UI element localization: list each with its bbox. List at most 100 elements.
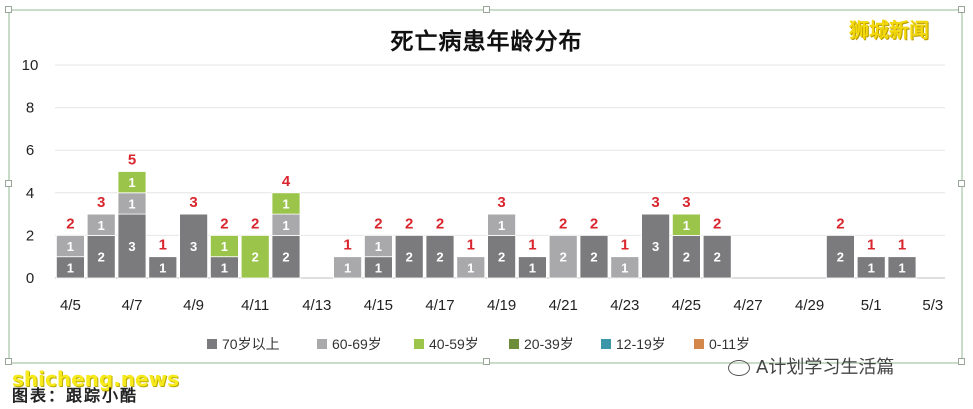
x-tick-label: 4/7	[122, 297, 143, 314]
total-value-label: 2	[436, 215, 444, 232]
x-tick-label: 4/15	[364, 297, 393, 314]
bar-segment	[702, 234, 732, 279]
figure-caption: 图表：跟踪小酷	[12, 386, 139, 405]
segment-value-label: 3	[128, 239, 135, 254]
bar-segment	[487, 213, 517, 236]
segment-value-label: 1	[159, 260, 166, 275]
segment-value-label: 2	[714, 250, 721, 265]
bar-segment	[271, 234, 301, 279]
legend-label: 60-69岁	[332, 336, 382, 352]
y-tick-label: 0	[26, 270, 34, 287]
x-tick-label: 4/27	[733, 297, 762, 314]
segment-value-label: 1	[498, 218, 505, 233]
y-tick-label: 6	[26, 142, 34, 159]
total-value-label: 2	[220, 215, 228, 232]
segment-value-label: 2	[837, 250, 844, 265]
segment-value-label: 1	[529, 260, 536, 275]
segment-value-label: 1	[898, 260, 905, 275]
segment-value-label: 1	[221, 239, 228, 254]
x-tick-label: 4/21	[549, 297, 578, 314]
total-value-label: 1	[159, 237, 167, 254]
total-value-label: 1	[528, 237, 536, 254]
x-tick-label: 4/9	[183, 297, 204, 314]
x-tick-label: 4/29	[795, 297, 824, 314]
segment-value-label: 1	[344, 260, 351, 275]
y-tick-label: 8	[26, 100, 34, 117]
bar-segment	[487, 234, 517, 279]
bar-segment	[86, 234, 116, 279]
segment-value-label: 2	[683, 250, 690, 265]
total-value-label: 4	[282, 173, 291, 190]
segment-value-label: 3	[652, 239, 659, 254]
bar-segment	[579, 234, 609, 279]
total-value-label: 1	[621, 237, 629, 254]
segment-value-label: 2	[498, 250, 505, 265]
bar-segment	[240, 234, 270, 279]
wechat-account: A计划学习生活篇	[728, 353, 894, 379]
total-value-label: 1	[867, 237, 875, 254]
y-tick-label: 10	[22, 57, 39, 74]
legend-swatch	[317, 339, 327, 349]
total-value-label: 1	[467, 237, 475, 254]
total-value-label: 3	[651, 194, 659, 211]
bar-segment	[117, 171, 147, 194]
bar-segment	[856, 256, 886, 279]
legend-label: 20-39岁	[524, 336, 574, 352]
total-value-label: 3	[97, 194, 105, 211]
legend-swatch	[694, 339, 704, 349]
bar-segment	[148, 256, 178, 279]
bar-segment	[610, 256, 640, 279]
segment-value-label: 2	[252, 250, 259, 265]
total-value-label: 2	[559, 215, 567, 232]
total-value-label: 1	[898, 237, 906, 254]
segment-value-label: 1	[375, 239, 382, 254]
y-tick-label: 2	[26, 227, 34, 244]
x-tick-label: 4/25	[672, 297, 701, 314]
x-tick-label: 4/19	[487, 297, 516, 314]
total-value-label: 2	[374, 215, 382, 232]
segment-value-label: 2	[436, 250, 443, 265]
segment-value-label: 1	[683, 218, 690, 233]
x-tick-label: 5/3	[922, 297, 943, 314]
brand-logo-text: 狮城新闻	[849, 18, 929, 42]
wechat-account-name: A计划学习生活篇	[756, 357, 895, 378]
bar-segment	[548, 234, 578, 279]
segment-value-label: 1	[128, 196, 135, 211]
segment-value-label: 1	[375, 260, 382, 275]
bar-segment	[826, 234, 855, 279]
bar-segment	[333, 256, 363, 279]
x-tick-label: 4/11	[241, 297, 269, 314]
x-tick-label: 4/5	[60, 297, 81, 314]
total-value-label: 3	[497, 194, 505, 211]
legend-label: 0-11岁	[709, 336, 750, 352]
bar-segment	[672, 213, 701, 236]
bar-segment	[672, 234, 701, 279]
chart-frame	[8, 9, 963, 364]
x-tick-label: 5/1	[861, 297, 882, 314]
legend-swatch	[207, 339, 217, 349]
segment-value-label: 1	[282, 196, 289, 211]
bar-segment	[363, 234, 393, 258]
bar-segment	[209, 234, 239, 258]
legend-label: 40-59岁	[429, 336, 479, 352]
segment-value-label: 2	[406, 250, 413, 265]
segment-value-label: 1	[868, 260, 875, 275]
wechat-icon	[728, 360, 750, 376]
segment-value-label: 2	[282, 250, 289, 265]
legend-swatch	[601, 339, 611, 349]
bar-segment	[56, 234, 85, 258]
segment-value-label: 1	[282, 218, 289, 233]
total-value-label: 2	[836, 215, 844, 232]
y-tick-label: 4	[26, 185, 34, 202]
legend-swatch	[509, 339, 519, 349]
total-value-label: 2	[590, 215, 598, 232]
bar-segment	[456, 256, 486, 279]
segment-value-label: 1	[467, 260, 474, 275]
total-value-label: 2	[713, 215, 721, 232]
segment-value-label: 3	[190, 239, 197, 254]
total-value-label: 3	[682, 194, 690, 211]
segment-value-label: 1	[98, 218, 105, 233]
watermark: shicheng.news	[12, 367, 179, 391]
total-value-label: 2	[251, 215, 259, 232]
bar-segment	[271, 192, 301, 215]
